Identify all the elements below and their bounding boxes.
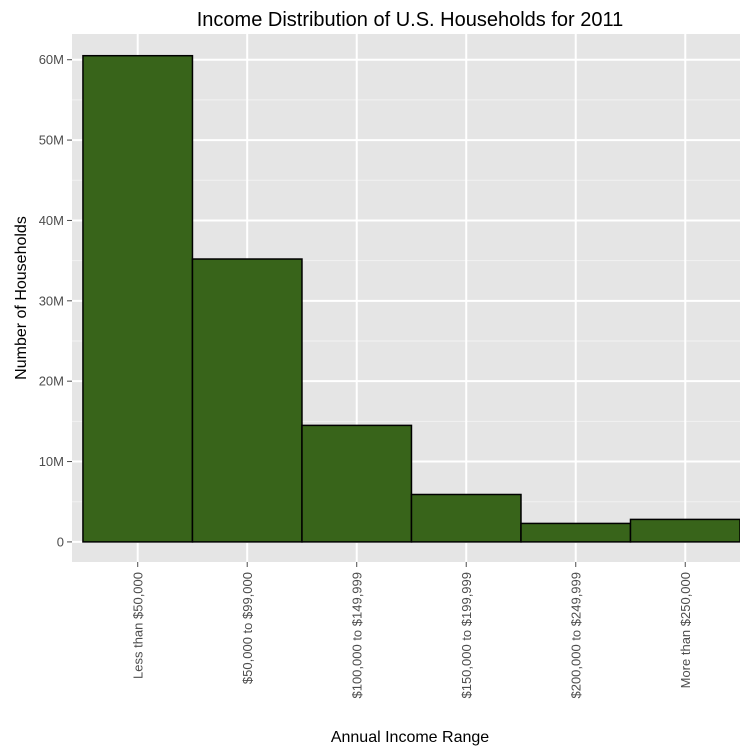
bar — [82, 54, 194, 543]
x-tick-label: $100,000 to $149,999 — [350, 572, 365, 699]
bar — [410, 493, 522, 543]
x-tick-label: Less than $50,000 — [131, 572, 146, 679]
y-tick-label: 30M — [39, 293, 64, 308]
bar — [520, 522, 632, 543]
y-tick-label: 20M — [39, 374, 64, 389]
x-tick-label: $50,000 to $99,000 — [240, 572, 255, 684]
x-tick-label: $200,000 to $249,999 — [569, 572, 584, 699]
x-axis: Less than $50,000 $50,000 to $99,000 $100,… — [131, 562, 693, 699]
y-tick-label: 40M — [39, 213, 64, 228]
y-axis-label: Number of Households — [13, 216, 30, 380]
y-tick-label: 60M — [39, 52, 64, 67]
x-tick-label: $150,000 to $199,999 — [459, 572, 474, 699]
y-tick-label: 50M — [39, 133, 64, 148]
chart-title: Income Distribution of U.S. Households f… — [197, 9, 624, 31]
bars — [82, 54, 740, 543]
bar — [629, 518, 740, 543]
y-axis: 0 10M 20M 30M 40M 50M 60M — [39, 52, 72, 549]
bar — [191, 258, 303, 543]
bar — [301, 424, 413, 543]
x-tick-label: More than $250,000 — [678, 572, 693, 688]
x-axis-label: Annual Income Range — [331, 729, 489, 746]
y-tick-label: 10M — [39, 454, 64, 469]
y-tick-label: 0 — [57, 534, 64, 549]
